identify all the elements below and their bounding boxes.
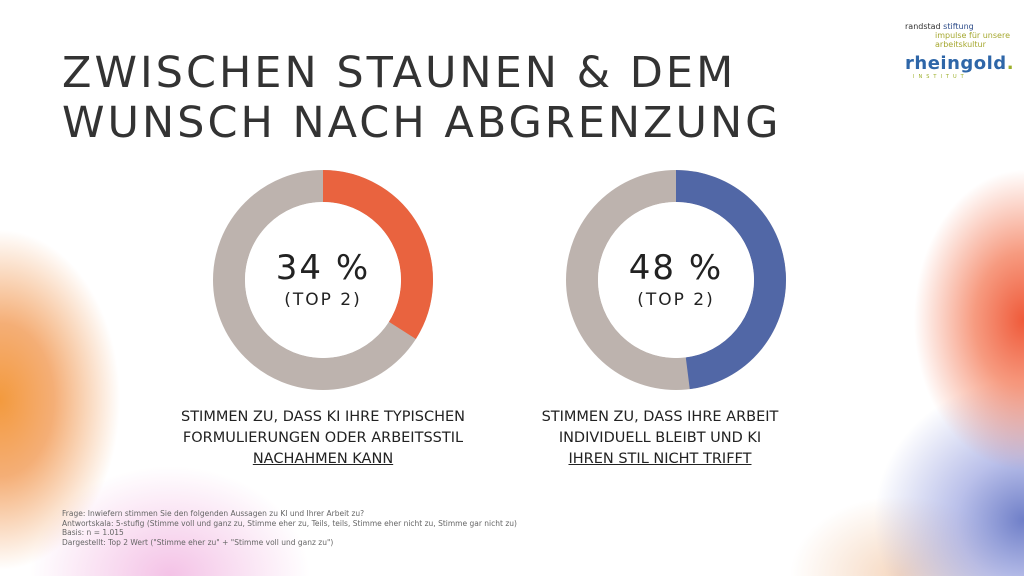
footnote-question: Frage: Inwiefern stimmen Sie den folgend…: [62, 509, 365, 518]
title-line-2: WUNSCH NACH ABGRENZUNG: [62, 98, 782, 148]
footnote-shown: Dargestellt: Top 2 Wert ("Stimme eher zu…: [62, 537, 334, 547]
donut-1-caption: STIMMEN ZU, DASS KI IHRE TYPISCHEN FORMU…: [143, 407, 503, 470]
logo-institut: INSTITUT: [913, 74, 968, 80]
caption-2-line-1: STIMMEN ZU, DASS IHRE ARBEIT: [541, 409, 779, 425]
caption-1-line-3: NACHAHMEN KANN: [252, 451, 394, 467]
logo-stiftung: stiftung: [943, 22, 974, 31]
donut-2-sublabel: (TOP 2): [637, 290, 715, 310]
donut-1-sublabel: (TOP 2): [284, 290, 362, 310]
footnote: Frage: Inwiefern stimmen Sie den folgend…: [62, 509, 662, 547]
donut-2-value: 48 %: [628, 248, 724, 288]
caption-1-line-1: STIMMEN ZU, DASS KI IHRE TYPISCHEN: [181, 409, 465, 425]
logo-tagline-1: impulse für unsere: [935, 31, 1011, 40]
footnote-base: Basis: n = 1.015: [62, 528, 124, 537]
footnote-scale: Antwortskala: 5-stufig (Stimme voll und …: [62, 518, 517, 528]
logo-tagline-2: arbeitskultur: [935, 40, 986, 49]
donut-1-value: 34 %: [275, 248, 371, 288]
donut-1-hole: [245, 202, 401, 358]
logo-dot: .: [1006, 53, 1015, 74]
caption-1-line-2: FORMULIERUNGEN ODER ARBEITSSTIL: [182, 430, 464, 446]
donut-2-value-segment: [675, 170, 786, 390]
donut-2-caption: STIMMEN ZU, DASS IHRE ARBEIT INDIVIDUELL…: [480, 407, 840, 470]
logo-brand: rheingold: [905, 53, 1007, 74]
logo: randstad stiftung impulse für unsere arb…: [905, 22, 1015, 82]
logo-randstad: randstad: [905, 22, 941, 31]
title-line-1: ZWISCHEN STAUNEN & DEM: [62, 48, 737, 98]
caption-2-line-2: INDIVIDUELL BLEIBT UND KI: [558, 430, 762, 446]
donut-2-hole: [598, 202, 754, 358]
page-title: ZWISCHEN STAUNEN & DEM WUNSCH NACH ABGREN…: [62, 48, 882, 148]
donut-1-value-segment: [322, 170, 433, 339]
caption-2-line-3: IHREN STIL NICHT TRIFFT: [568, 451, 752, 467]
